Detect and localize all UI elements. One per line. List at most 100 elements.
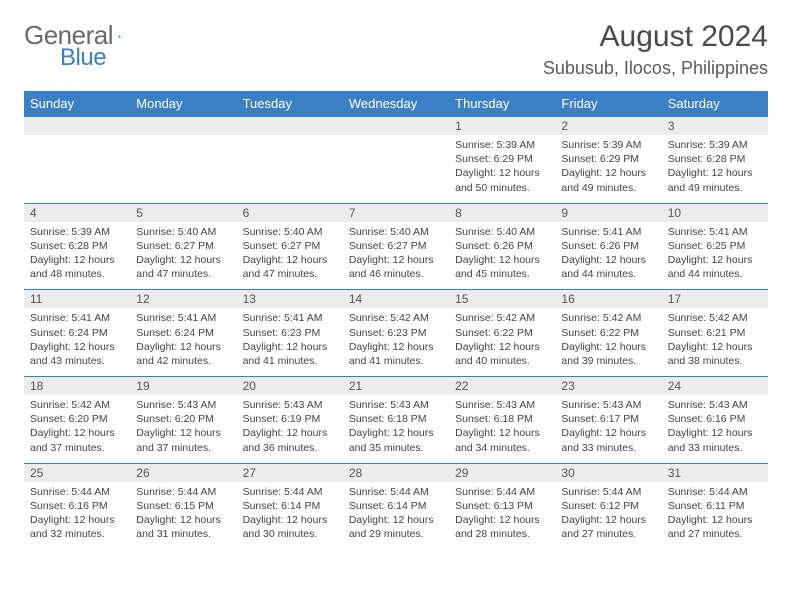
sunset-text: Sunset: 6:11 PM — [668, 499, 762, 513]
title-block: August 2024 Subusub, Ilocos, Philippines — [543, 20, 768, 79]
daylight-text-2: and 41 minutes. — [349, 354, 443, 368]
sunrise-text: Sunrise: 5:40 AM — [349, 225, 443, 239]
daylight-text-1: Daylight: 12 hours — [561, 426, 655, 440]
date-cell: 20 — [237, 377, 343, 396]
sunrise-text: Sunrise: 5:39 AM — [455, 138, 549, 152]
sunset-text: Sunset: 6:28 PM — [30, 239, 124, 253]
sunset-text: Sunset: 6:29 PM — [455, 152, 549, 166]
sunset-text: Sunset: 6:16 PM — [668, 412, 762, 426]
sunrise-text: Sunrise: 5:40 AM — [243, 225, 337, 239]
daylight-text-2: and 38 minutes. — [668, 354, 762, 368]
date-cell: 10 — [662, 203, 768, 222]
sunrise-text: Sunrise: 5:42 AM — [349, 311, 443, 325]
daylight-text-1: Daylight: 12 hours — [243, 513, 337, 527]
sunrise-text: Sunrise: 5:41 AM — [561, 225, 655, 239]
date-cell: 8 — [449, 203, 555, 222]
day-info-cell: Sunrise: 5:42 AMSunset: 6:20 PMDaylight:… — [24, 395, 130, 463]
daylight-text-2: and 37 minutes. — [136, 441, 230, 455]
sunset-text: Sunset: 6:25 PM — [668, 239, 762, 253]
sunrise-text: Sunrise: 5:39 AM — [561, 138, 655, 152]
date-cell: 23 — [555, 377, 661, 396]
date-cell — [130, 117, 236, 136]
daylight-text-2: and 27 minutes. — [561, 527, 655, 541]
day-info-cell: Sunrise: 5:44 AMSunset: 6:12 PMDaylight:… — [555, 482, 661, 550]
date-cell: 16 — [555, 290, 661, 309]
sunrise-text: Sunrise: 5:41 AM — [30, 311, 124, 325]
daylight-text-1: Daylight: 12 hours — [136, 340, 230, 354]
sunrise-text: Sunrise: 5:44 AM — [136, 485, 230, 499]
daylight-text-2: and 46 minutes. — [349, 267, 443, 281]
sunrise-text: Sunrise: 5:44 AM — [668, 485, 762, 499]
daylight-text-2: and 40 minutes. — [455, 354, 549, 368]
sunset-text: Sunset: 6:22 PM — [455, 326, 549, 340]
daylight-text-2: and 37 minutes. — [30, 441, 124, 455]
date-cell — [343, 117, 449, 136]
sunset-text: Sunset: 6:23 PM — [349, 326, 443, 340]
daylight-text-2: and 43 minutes. — [30, 354, 124, 368]
day-header: Thursday — [449, 91, 555, 117]
daylight-text-2: and 42 minutes. — [136, 354, 230, 368]
day-info-cell: Sunrise: 5:41 AMSunset: 6:24 PMDaylight:… — [24, 308, 130, 376]
sunset-text: Sunset: 6:29 PM — [561, 152, 655, 166]
day-info-cell: Sunrise: 5:39 AMSunset: 6:28 PMDaylight:… — [24, 222, 130, 290]
daylight-text-1: Daylight: 12 hours — [243, 426, 337, 440]
daylight-text-2: and 33 minutes. — [561, 441, 655, 455]
sunrise-text: Sunrise: 5:43 AM — [243, 398, 337, 412]
sunset-text: Sunset: 6:24 PM — [136, 326, 230, 340]
sunset-text: Sunset: 6:18 PM — [349, 412, 443, 426]
sunset-text: Sunset: 6:14 PM — [349, 499, 443, 513]
sunset-text: Sunset: 6:14 PM — [243, 499, 337, 513]
date-cell: 14 — [343, 290, 449, 309]
day-info-cell: Sunrise: 5:39 AMSunset: 6:29 PMDaylight:… — [555, 135, 661, 203]
daylight-text-2: and 36 minutes. — [243, 441, 337, 455]
daylight-text-2: and 41 minutes. — [243, 354, 337, 368]
day-info-cell: Sunrise: 5:41 AMSunset: 6:23 PMDaylight:… — [237, 308, 343, 376]
day-info-cell: Sunrise: 5:43 AMSunset: 6:18 PMDaylight:… — [449, 395, 555, 463]
date-cell: 11 — [24, 290, 130, 309]
sunrise-text: Sunrise: 5:43 AM — [455, 398, 549, 412]
sunset-text: Sunset: 6:23 PM — [243, 326, 337, 340]
day-info-cell — [130, 135, 236, 203]
daylight-text-1: Daylight: 12 hours — [561, 253, 655, 267]
date-cell: 31 — [662, 463, 768, 482]
sunrise-text: Sunrise: 5:42 AM — [668, 311, 762, 325]
daylight-text-1: Daylight: 12 hours — [561, 340, 655, 354]
day-header: Friday — [555, 91, 661, 117]
logo-text-2: Blue — [60, 44, 106, 72]
sunrise-text: Sunrise: 5:41 AM — [136, 311, 230, 325]
sunrise-text: Sunrise: 5:42 AM — [561, 311, 655, 325]
daylight-text-1: Daylight: 12 hours — [30, 340, 124, 354]
daylight-text-1: Daylight: 12 hours — [30, 426, 124, 440]
day-info-cell: Sunrise: 5:39 AMSunset: 6:28 PMDaylight:… — [662, 135, 768, 203]
date-cell: 24 — [662, 377, 768, 396]
day-info-cell: Sunrise: 5:41 AMSunset: 6:24 PMDaylight:… — [130, 308, 236, 376]
logo-triangle-icon — [118, 27, 121, 45]
sunset-text: Sunset: 6:26 PM — [455, 239, 549, 253]
day-info-cell — [237, 135, 343, 203]
date-cell: 30 — [555, 463, 661, 482]
daylight-text-1: Daylight: 12 hours — [561, 166, 655, 180]
day-info-cell: Sunrise: 5:43 AMSunset: 6:18 PMDaylight:… — [343, 395, 449, 463]
sunrise-text: Sunrise: 5:44 AM — [349, 485, 443, 499]
date-cell: 3 — [662, 117, 768, 136]
daylight-text-1: Daylight: 12 hours — [668, 426, 762, 440]
daylight-text-1: Daylight: 12 hours — [455, 340, 549, 354]
sunrise-text: Sunrise: 5:41 AM — [668, 225, 762, 239]
date-cell: 26 — [130, 463, 236, 482]
day-info-cell: Sunrise: 5:44 AMSunset: 6:13 PMDaylight:… — [449, 482, 555, 550]
daylight-text-1: Daylight: 12 hours — [349, 253, 443, 267]
date-cell: 1 — [449, 117, 555, 136]
daylight-text-1: Daylight: 12 hours — [349, 426, 443, 440]
sunset-text: Sunset: 6:24 PM — [30, 326, 124, 340]
location: Subusub, Ilocos, Philippines — [543, 58, 768, 79]
date-cell: 21 — [343, 377, 449, 396]
day-header-row: Sunday Monday Tuesday Wednesday Thursday… — [24, 91, 768, 117]
sunrise-text: Sunrise: 5:44 AM — [561, 485, 655, 499]
daylight-text-2: and 28 minutes. — [455, 527, 549, 541]
date-row: 18192021222324 — [24, 377, 768, 396]
date-cell: 6 — [237, 203, 343, 222]
date-cell: 5 — [130, 203, 236, 222]
sunrise-text: Sunrise: 5:42 AM — [30, 398, 124, 412]
day-info-cell: Sunrise: 5:42 AMSunset: 6:21 PMDaylight:… — [662, 308, 768, 376]
daylight-text-1: Daylight: 12 hours — [349, 513, 443, 527]
